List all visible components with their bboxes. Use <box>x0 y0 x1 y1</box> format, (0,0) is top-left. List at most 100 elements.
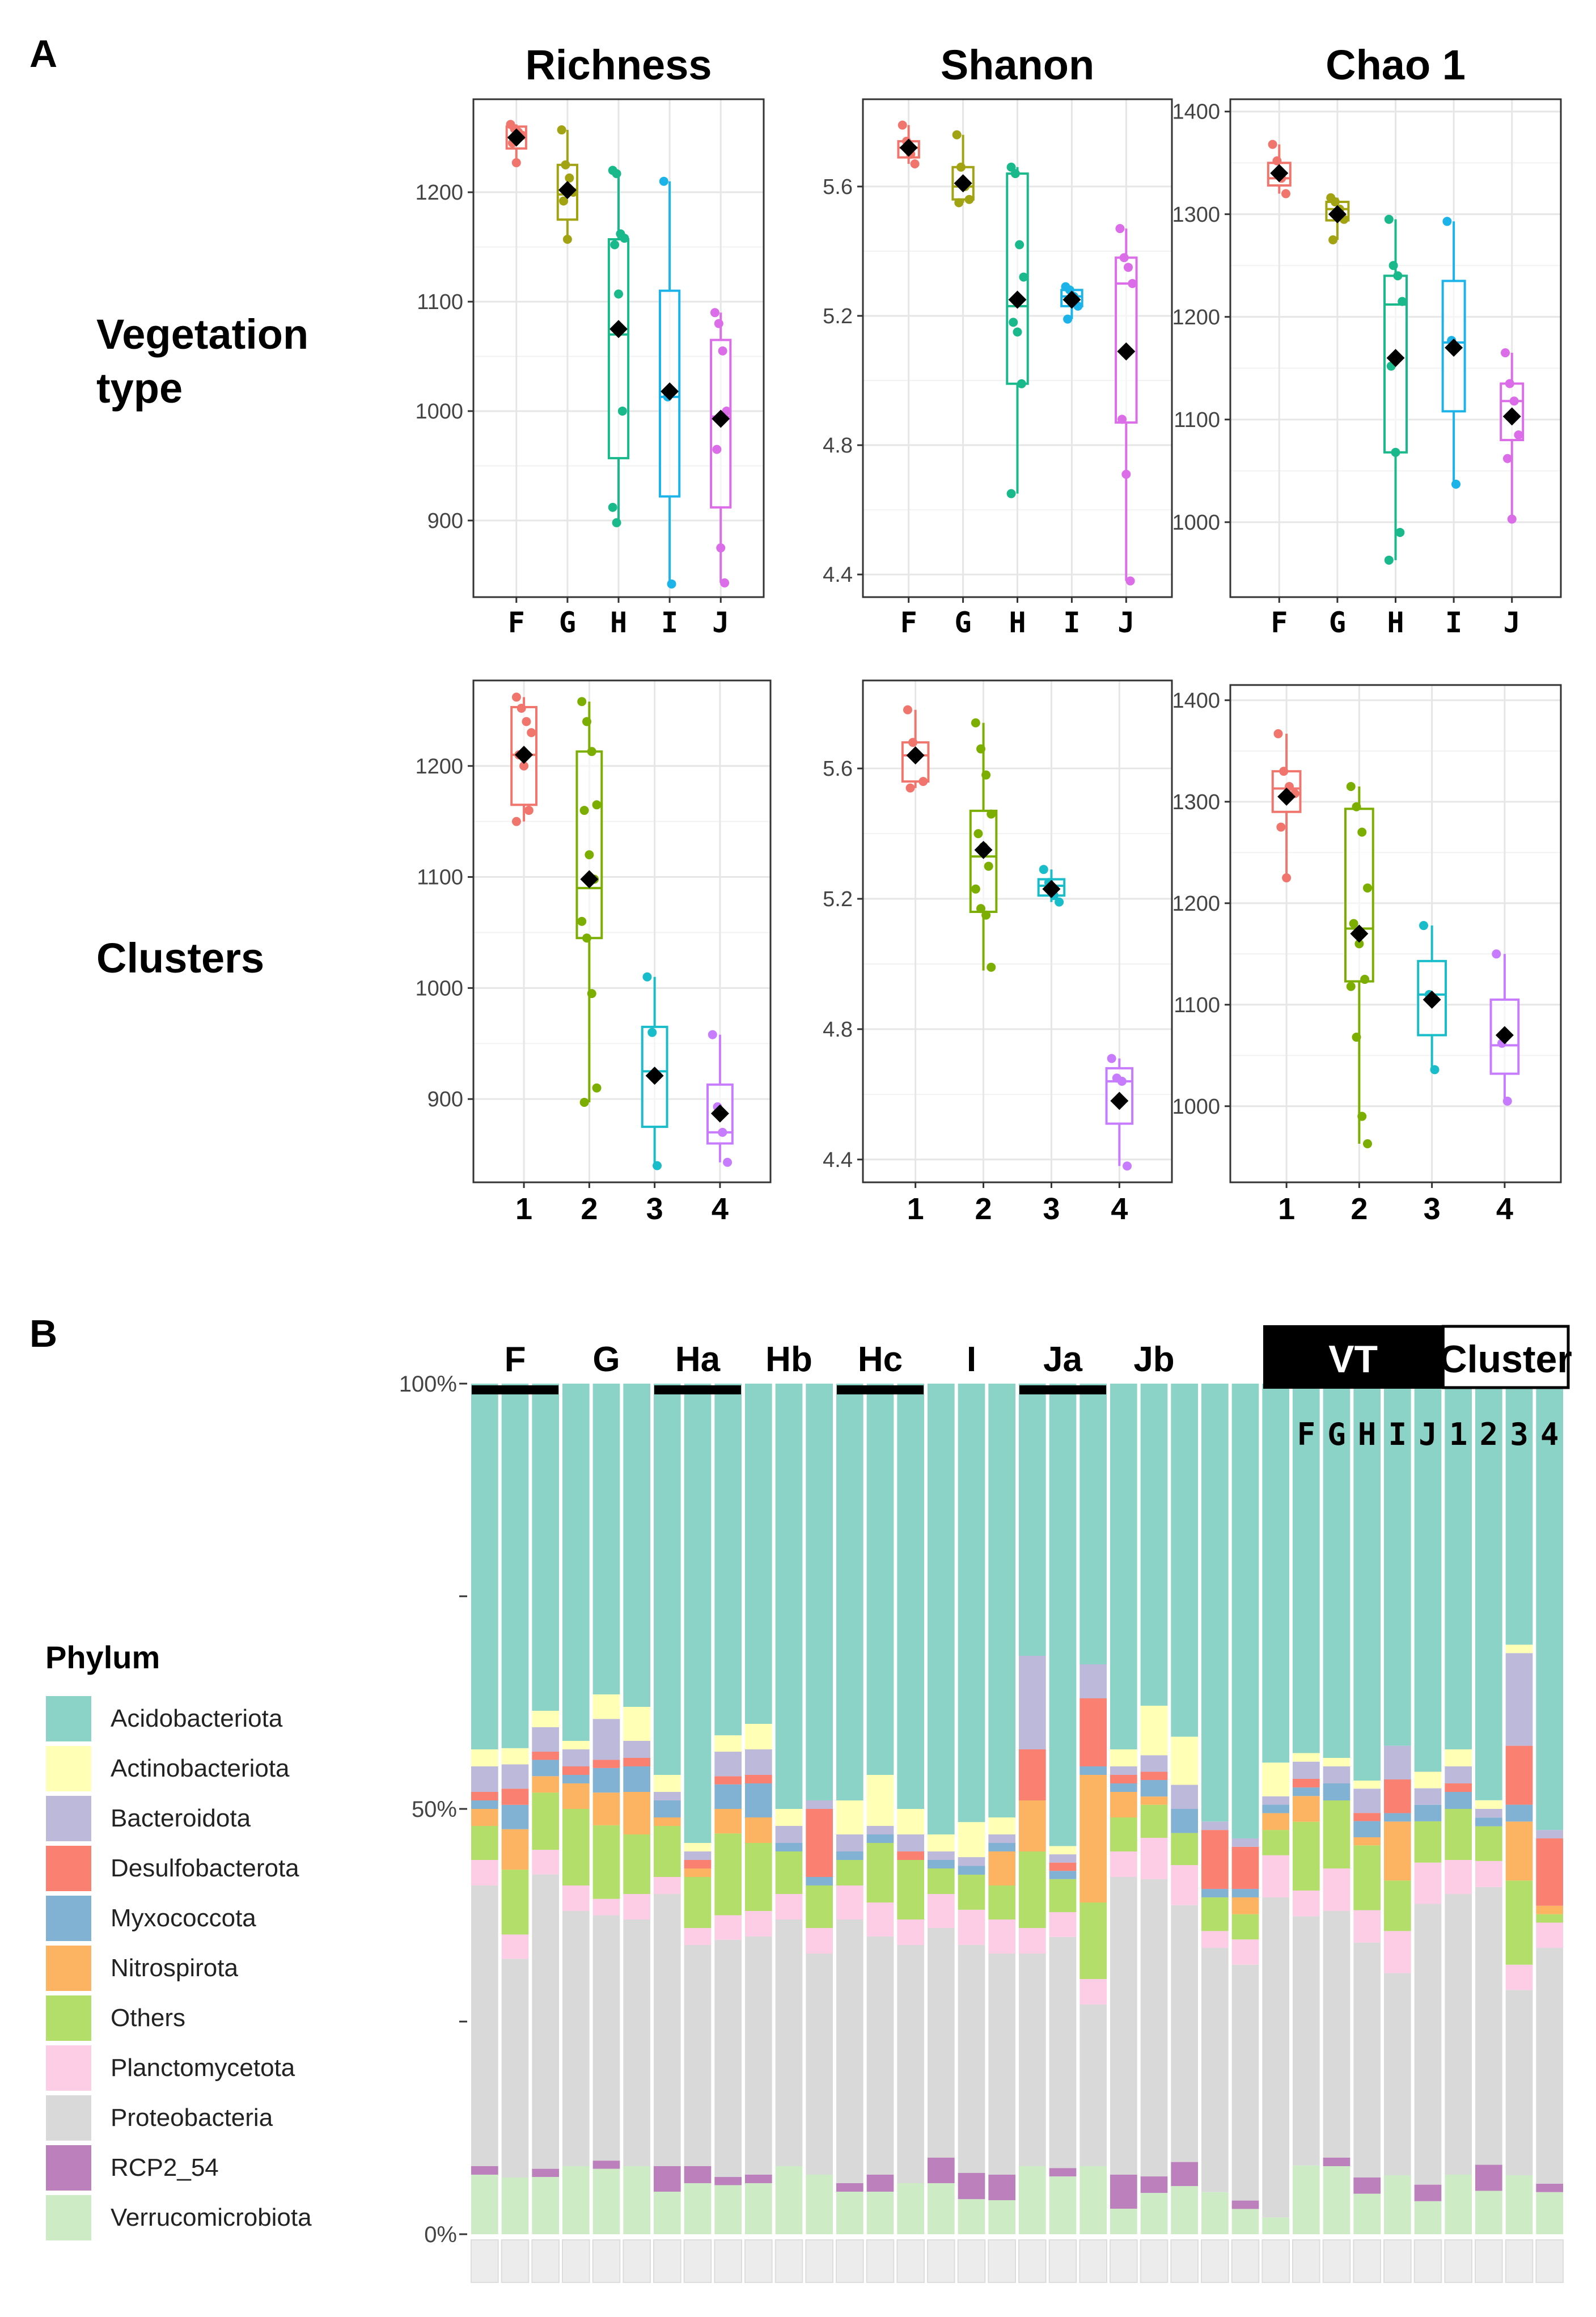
bar-segment <box>1353 1781 1381 1789</box>
bar-segment <box>654 1817 681 1826</box>
bar-segment <box>501 2178 529 2234</box>
data-point <box>1282 873 1292 883</box>
mean-marker <box>609 320 628 339</box>
bar-segment <box>532 1760 559 1777</box>
data-point <box>1388 261 1398 270</box>
bar-tick-cell <box>805 2239 834 2283</box>
summary-bar-label: F <box>1297 1417 1316 1452</box>
summary-bar-label: H <box>1358 1417 1377 1452</box>
x-tick-label: F <box>1271 606 1288 639</box>
bar-segment <box>1140 2193 1168 2234</box>
bar-segment <box>897 1851 924 1860</box>
legend-swatch <box>45 2044 92 2092</box>
mean-marker <box>954 174 972 193</box>
bar-segment <box>1536 2183 1563 2192</box>
data-point <box>1017 379 1026 388</box>
data-point <box>1384 214 1394 224</box>
boxplot-richness-clusters: 900 1000 1100 1200 1 2 3 4 <box>415 679 772 1226</box>
mean-marker <box>1445 339 1463 357</box>
bar-segment <box>1140 1804 1168 1838</box>
vt-header-label: VT <box>1328 1338 1378 1381</box>
vt-header-box <box>1263 1325 1443 1389</box>
bar-segment <box>592 2160 620 2169</box>
bar-segment <box>623 2166 650 2234</box>
bar-segment <box>1505 1384 1533 1645</box>
bar-segment <box>532 2168 559 2178</box>
data-point <box>1117 1076 1127 1086</box>
summary-bar-label: 2 <box>1480 1417 1498 1452</box>
data-point <box>910 159 920 169</box>
bar-segment <box>988 2175 1015 2200</box>
boxplot-chao1-vegetation: 1000 1100 1200 1300 1400 Chao 1 F G H I J <box>1172 41 1562 639</box>
bar-segment <box>1171 1384 1198 1737</box>
bar-segment <box>836 1800 863 1834</box>
bar-segment <box>866 1937 894 2175</box>
y-tick-label: 4.8 <box>823 1018 853 1042</box>
bar-segment <box>1414 2184 1442 2201</box>
data-point <box>1398 297 1407 306</box>
y-tick-label: 1000 <box>1172 1095 1220 1119</box>
data-point <box>905 783 915 793</box>
bar-segment <box>806 1809 833 1877</box>
bar-segment <box>532 2177 559 2234</box>
bar-segment <box>471 2175 498 2234</box>
data-point <box>561 160 570 170</box>
bar-segment <box>1110 1783 1137 1792</box>
bar-segment <box>501 1748 529 1765</box>
bar-segment <box>1079 1664 1107 1698</box>
bar-segment <box>1079 2005 1107 2166</box>
bar-tick-cell <box>1292 2239 1320 2283</box>
bar-segment <box>1079 1384 1107 1664</box>
bar-segment <box>532 1752 559 1760</box>
bar-segment <box>1231 1889 1259 1897</box>
bar-segment <box>1019 1851 1046 1928</box>
bar-segment <box>562 1783 590 1809</box>
x-tick-label: 2 <box>1351 1192 1368 1226</box>
bar-segment <box>1505 1745 1533 1805</box>
data-point <box>1393 271 1403 281</box>
legend-label: Acidobacteriota <box>111 1705 283 1732</box>
bar-segment <box>1353 1837 1381 1846</box>
bar-tick-cell <box>896 2239 925 2283</box>
bar-segment <box>1353 1942 1381 2178</box>
bar-segment <box>1353 2178 1381 2194</box>
bar-segment <box>623 1834 650 1894</box>
bar-segment <box>745 1817 772 1843</box>
data-point <box>647 1028 657 1037</box>
bar-segment <box>1323 1911 1351 2158</box>
y-tick-label: 1000 <box>415 400 463 424</box>
bar-segment <box>1140 1796 1168 1805</box>
bar-segment <box>1293 1916 1320 2166</box>
group-label: I <box>967 1340 976 1379</box>
bar-segment <box>1231 1384 1259 1838</box>
data-point <box>577 916 587 926</box>
summary-bar-label: 3 <box>1510 1417 1529 1452</box>
summary-bar-label: G <box>1327 1417 1346 1452</box>
data-point <box>1501 348 1510 358</box>
bar-segment <box>592 1825 620 1899</box>
mean-marker <box>1042 880 1061 898</box>
bar-segment <box>1475 1800 1502 1809</box>
mean-marker <box>1062 290 1081 309</box>
bar-segment <box>714 1809 742 1834</box>
bar-segment <box>1262 1830 1289 1855</box>
boxplot-chao1-clusters: 1000 1100 1200 1300 1400 1 2 3 4 <box>1172 684 1562 1226</box>
bar-segment <box>897 1860 924 1919</box>
legend-swatch <box>45 1845 92 1892</box>
data-point <box>1357 1111 1367 1121</box>
x-tick-label: 2 <box>581 1192 598 1226</box>
data-point <box>1123 263 1133 272</box>
data-point <box>1006 489 1016 498</box>
data-point <box>610 240 620 250</box>
bar-tick-cell <box>592 2239 621 2283</box>
data-point <box>971 718 980 728</box>
data-point <box>587 989 596 999</box>
bar-segment <box>988 1843 1015 1851</box>
bar-segment <box>806 1877 833 1885</box>
bar-segment <box>806 1885 833 1928</box>
summary-bar-label: 4 <box>1540 1417 1559 1452</box>
bar-segment <box>866 1834 894 1843</box>
bar-segment <box>897 1834 924 1851</box>
bar-segment <box>1414 1384 1442 1772</box>
bar-segment <box>1353 1821 1381 1837</box>
